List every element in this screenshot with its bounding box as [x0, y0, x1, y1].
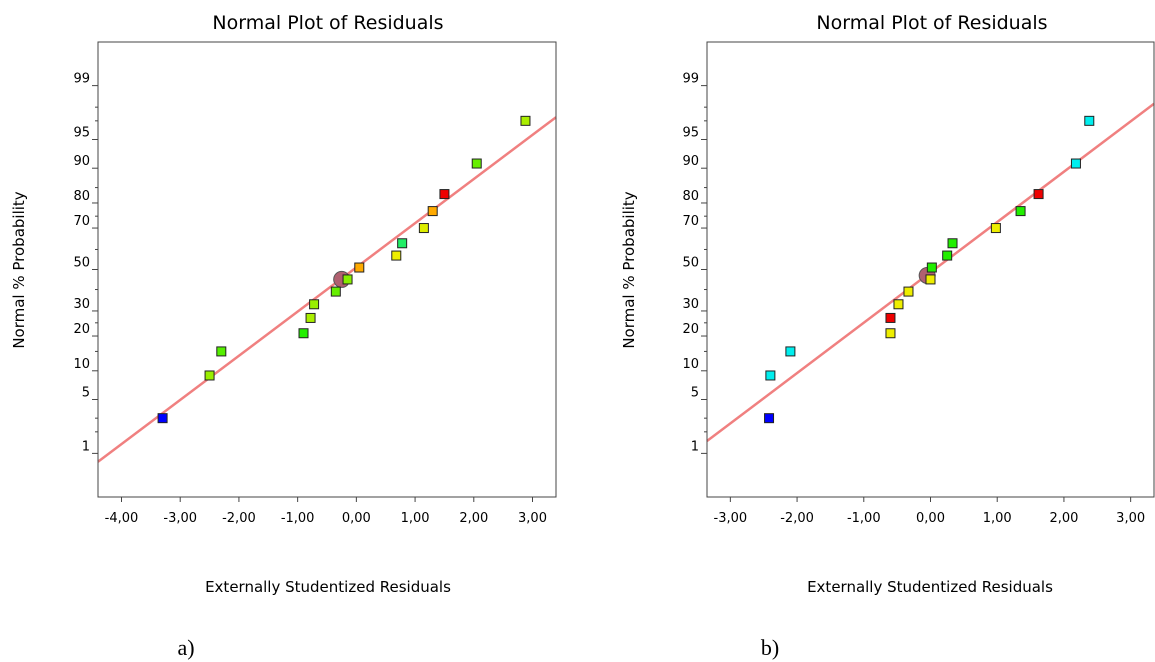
x-tick-label: -1,00	[847, 511, 881, 526]
x-tick-label: 3,00	[518, 511, 547, 526]
data-point	[397, 238, 408, 249]
y-tick-label: 99	[73, 72, 90, 87]
y-axis-label: Normal % Probability	[10, 191, 28, 348]
data-point	[439, 189, 450, 200]
y-tick-label: 95	[73, 125, 90, 140]
x-tick-label: -2,00	[780, 511, 814, 526]
y-tick-label: 70	[73, 214, 90, 229]
data-point	[947, 238, 958, 249]
x-tick-label: 1,00	[401, 511, 430, 526]
data-point	[520, 115, 531, 126]
y-tick-label: 1	[691, 439, 699, 454]
data-point	[216, 346, 227, 357]
data-point	[765, 370, 776, 381]
plot-area: 1 5 10 20 30 50 70 80 90 95 99 -4,00 -3,00 -2,00 -1,00…	[73, 41, 557, 526]
data-point	[418, 223, 429, 234]
x-axis-label: Externally Studentized Residuals	[205, 578, 451, 596]
x-tick-label: 0,00	[342, 511, 371, 526]
plot-area: 1 5 10 20 30 50 70 80 90 95 99 -3,00 -2,00 -1,00 0,00 1…	[682, 41, 1155, 526]
y-tick-label: 80	[73, 189, 90, 204]
y-tick-label: 99	[682, 72, 699, 87]
data-point	[391, 250, 402, 261]
x-tick-label: -3,00	[714, 511, 748, 526]
data-point	[925, 274, 936, 285]
y-tick-label: 5	[691, 386, 699, 401]
y-tick-label: 5	[82, 386, 90, 401]
data-point	[903, 286, 914, 297]
x-tick-label: -4,00	[105, 511, 139, 526]
panel-caption: a)	[177, 635, 194, 660]
y-tick-label: 50	[73, 256, 90, 271]
data-point	[427, 206, 438, 217]
x-tick-label: 0,00	[916, 511, 945, 526]
y-tick-label: 30	[682, 297, 699, 312]
data-point	[471, 158, 482, 169]
data-point	[157, 413, 168, 424]
panel-caption: b)	[761, 635, 779, 660]
y-tick-label: 10	[73, 357, 90, 372]
y-tick-label: 20	[73, 322, 90, 337]
y-tick-label: 20	[682, 322, 699, 337]
x-tick-label: -3,00	[163, 511, 197, 526]
data-point	[342, 274, 353, 285]
x-tick-label: 3,00	[1116, 511, 1145, 526]
x-tick-label: -1,00	[281, 511, 315, 526]
data-point	[309, 299, 320, 310]
data-point	[1033, 189, 1044, 200]
chart-title: Normal Plot of Residuals	[816, 12, 1047, 34]
fit-line	[97, 116, 557, 463]
data-point	[354, 262, 365, 273]
chart-title: Normal Plot of Residuals	[212, 12, 443, 34]
y-tick-label: 80	[682, 189, 699, 204]
y-tick-label: 50	[682, 256, 699, 271]
data-point	[204, 370, 215, 381]
data-point	[330, 286, 341, 297]
plot-frame	[97, 41, 557, 498]
chart-panel-a: Normal Plot of Residuals Normal % Probab…	[10, 12, 557, 660]
y-tick-label: 95	[682, 125, 699, 140]
y-tick-label: 90	[682, 154, 699, 169]
y-tick-label: 10	[682, 357, 699, 372]
x-tick-label: -2,00	[222, 511, 256, 526]
y-tick-label: 70	[682, 214, 699, 229]
data-point	[764, 413, 775, 424]
data-point	[990, 223, 1001, 234]
data-point	[926, 262, 937, 273]
data-point	[942, 250, 953, 261]
x-tick-label: 2,00	[459, 511, 488, 526]
x-axis-label: Externally Studentized Residuals	[807, 578, 1053, 596]
chart-panel-b: Normal Plot of Residuals Normal % Probab…	[620, 12, 1155, 660]
data-point	[1084, 115, 1095, 126]
data-point	[885, 328, 896, 339]
y-tick-label: 90	[73, 154, 90, 169]
y-tick-label: 30	[73, 297, 90, 312]
data-point	[305, 312, 316, 323]
x-tick-label: 2,00	[1049, 511, 1078, 526]
data-point	[1070, 158, 1081, 169]
data-point	[298, 328, 309, 339]
y-axis-label: Normal % Probability	[620, 191, 638, 348]
x-tick-label: 1,00	[983, 511, 1012, 526]
y-tick-label: 1	[82, 439, 90, 454]
data-point	[1015, 206, 1026, 217]
data-point	[893, 299, 904, 310]
data-point	[785, 346, 796, 357]
data-point	[885, 312, 896, 323]
